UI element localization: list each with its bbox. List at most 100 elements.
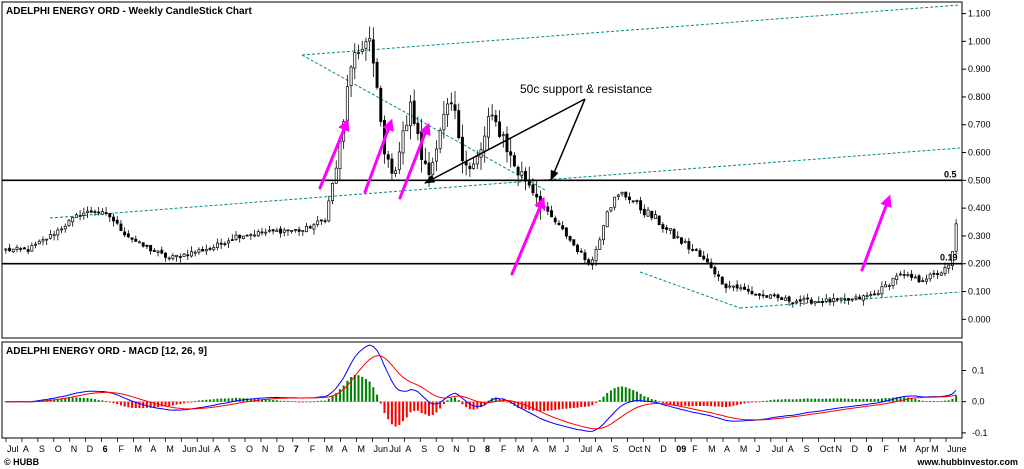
candle-body <box>423 160 427 164</box>
macd-histogram-bar <box>312 401 315 403</box>
candle-body <box>572 239 576 246</box>
x-tick-label: M <box>134 444 142 454</box>
macd-histogram-bar <box>673 401 676 406</box>
x-tick-label: A <box>405 444 411 454</box>
candle-body <box>754 293 758 296</box>
macd-histogram-bar <box>298 401 301 403</box>
candle-body <box>41 239 45 242</box>
macd-histogram-bar <box>168 401 171 407</box>
macd-histogram-bar <box>702 401 705 407</box>
candle-body <box>609 207 613 212</box>
macd-histogram-bar <box>866 398 869 402</box>
macd-histogram-bar <box>290 401 293 403</box>
macd-histogram-bar <box>765 400 768 402</box>
x-tick-label: F <box>119 444 125 454</box>
macd-histogram-bar <box>342 385 345 402</box>
macd-histogram-bar <box>64 398 67 402</box>
candle-body <box>869 294 873 296</box>
x-tick-label: F <box>310 444 316 454</box>
annotation-pointers <box>424 98 586 184</box>
macd-histogram-bar <box>108 401 111 403</box>
x-tick-label: Apr <box>915 444 929 454</box>
macd-histogram-bar <box>925 401 928 402</box>
candle-body <box>123 231 127 236</box>
price-chart-title: ADELPHI ENERGY ORD - Weekly CandleStick … <box>6 6 252 17</box>
candle-body <box>264 231 268 234</box>
candle-body <box>60 228 64 231</box>
candle-body <box>86 210 89 213</box>
candle-body <box>650 210 654 219</box>
x-tick-label: A <box>342 444 348 454</box>
candle-body <box>260 231 264 234</box>
candle-body <box>817 301 821 303</box>
macd-histogram-bar <box>947 400 950 402</box>
macd-histogram-bar <box>836 398 839 402</box>
macd-histogram-bar <box>884 398 887 402</box>
macd-histogram-bar <box>82 397 85 402</box>
macd-histogram-bar <box>661 401 664 403</box>
macd-histogram-bar <box>79 397 82 402</box>
candle-body <box>472 163 476 169</box>
macd-histogram-bar <box>353 374 356 402</box>
macd-histogram-bar <box>776 399 779 402</box>
macd-histogram-bar <box>554 401 557 411</box>
candle-body <box>457 110 461 139</box>
candle-body <box>405 124 409 132</box>
candle-body <box>201 248 205 252</box>
candle-body <box>761 294 765 297</box>
x-tick-label: A <box>23 444 29 454</box>
candle-body <box>557 222 561 225</box>
candle-body <box>579 250 583 253</box>
macd-histogram-bar <box>494 397 497 402</box>
macd-histogram-bar <box>409 401 412 413</box>
candle-body <box>583 252 587 261</box>
macd-histogram-bar <box>416 401 419 411</box>
candle-body <box>613 196 617 208</box>
candle-body <box>63 225 67 230</box>
price-tick-label: 0.900 <box>968 64 991 74</box>
x-tick-label: N <box>644 444 651 454</box>
candle-body <box>876 293 880 295</box>
macd-histogram-bar <box>721 401 724 407</box>
candle-body <box>516 166 520 176</box>
candle-body <box>802 298 806 301</box>
x-tick-label: M <box>708 444 716 454</box>
candle-body <box>234 234 238 240</box>
x-tick-label: A <box>533 444 539 454</box>
macd-histogram-bar <box>762 401 765 402</box>
support-resistance-annotation: 50c support & resistance <box>520 82 652 96</box>
macd-histogram-bar <box>186 401 189 403</box>
candle-body <box>624 191 628 198</box>
x-tick-label: Jun <box>373 444 388 454</box>
candle-body <box>375 62 379 88</box>
macd-histogram-bar <box>286 401 289 402</box>
macd-histogram-bar <box>557 401 560 410</box>
macd-histogram-bar <box>828 398 831 402</box>
macd-histogram-bar <box>676 401 679 406</box>
macd-histogram-bar <box>405 401 408 418</box>
macd-histogram-bar <box>327 398 330 402</box>
candle-body <box>809 299 813 304</box>
x-tick-label: 6 <box>103 444 108 454</box>
candle-body <box>160 249 164 254</box>
candle-body <box>178 256 182 258</box>
candle-body <box>486 116 490 138</box>
candle-body <box>512 155 516 167</box>
trend-line-descending <box>301 54 546 191</box>
candle-body <box>542 205 546 208</box>
candle-body <box>750 291 754 295</box>
x-tick-label: F <box>501 444 507 454</box>
macd-tick-label: 0.0 <box>972 397 985 407</box>
x-tick-label: Oct <box>820 444 835 454</box>
macd-histogram-bar <box>862 398 865 402</box>
candle-body <box>442 113 446 131</box>
macd-histogram-bar <box>402 401 405 422</box>
macd-histogram-bar <box>784 399 787 402</box>
macd-histogram-bar <box>799 399 802 402</box>
candle-body <box>791 302 795 304</box>
candle-body <box>93 211 97 213</box>
x-tick-label: Jul <box>581 444 593 454</box>
x-tick-label: D <box>851 444 858 454</box>
candle-body <box>141 242 145 247</box>
